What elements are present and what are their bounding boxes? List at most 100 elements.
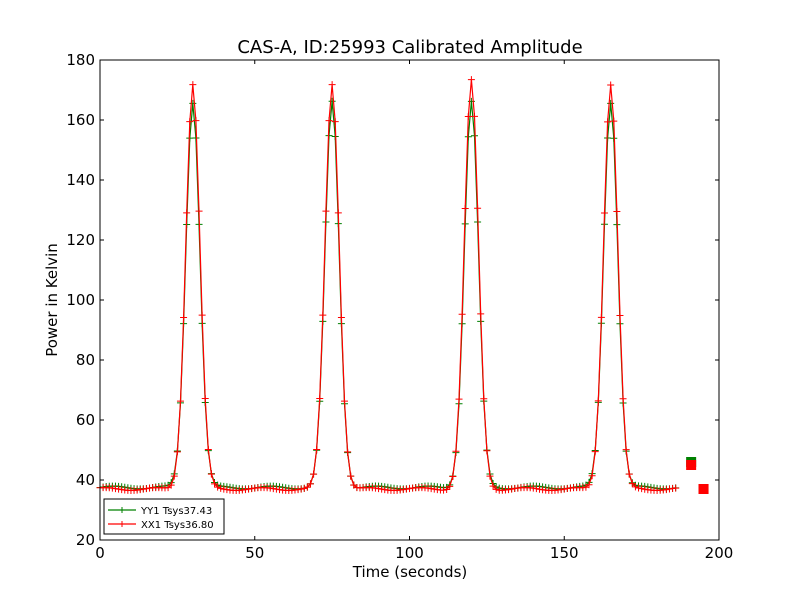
legend-box [103, 498, 225, 535]
data-point-marker [597, 313, 605, 321]
data-point-marker [600, 209, 608, 217]
data-point-marker [625, 470, 633, 478]
legend-marker [119, 521, 125, 527]
data-point-marker [557, 486, 565, 494]
x-tick-label: 150 [550, 544, 579, 562]
tail-marker [698, 484, 709, 494]
data-point-marker [211, 480, 219, 488]
data-point-marker [532, 485, 540, 493]
data-point-marker [631, 483, 639, 491]
data-point-marker [607, 81, 615, 89]
y-tick-label: 40 [76, 471, 95, 489]
data-point-marker [443, 485, 451, 493]
data-point-marker [272, 485, 280, 493]
legend: YY1 Tsys37.43 XX1 Tsys36.80 [103, 498, 225, 535]
x-tick-label: 100 [395, 544, 424, 562]
data-point-marker [535, 485, 543, 493]
axes-frame [99, 59, 720, 541]
data-point-marker [635, 484, 643, 492]
data-point-marker [455, 395, 463, 403]
data-point-marker [588, 472, 596, 480]
data-point-marker [214, 483, 222, 491]
data-point-marker [672, 484, 680, 492]
x-tick-label: 200 [705, 544, 734, 562]
data-point-marker [665, 485, 673, 493]
y-tick-label: 80 [76, 351, 95, 369]
data-point-marker [207, 470, 215, 478]
data-point-marker [334, 209, 342, 217]
data-point-marker [241, 486, 249, 494]
data-point-marker [449, 472, 457, 480]
data-point-marker [508, 485, 516, 493]
data-point-marker [189, 81, 197, 89]
data-point-marker [638, 485, 646, 493]
legend-label: XX1 Tsys36.80 [141, 520, 214, 531]
data-point-marker [399, 486, 407, 494]
data-point-marker [402, 485, 410, 493]
data-point-marker [111, 485, 119, 493]
data-point-marker [477, 310, 485, 318]
data-point-marker [220, 485, 228, 493]
data-point-marker [186, 118, 194, 126]
data-point-marker [492, 485, 500, 493]
data-point-marker [322, 207, 330, 215]
data-point-marker [201, 395, 209, 403]
data-point-marker [176, 397, 184, 405]
data-point-marker [297, 485, 305, 493]
data-point-marker [452, 447, 460, 455]
data-point-marker [378, 485, 386, 493]
data-point-marker [610, 117, 618, 125]
y-tick-label: 100 [66, 291, 95, 309]
data-point-marker [347, 472, 355, 480]
x-tick-label: 0 [95, 544, 105, 562]
data-point-marker [607, 99, 615, 107]
series-xx1 [96, 76, 709, 494]
data-point-marker [613, 208, 621, 216]
data-point-marker [594, 397, 602, 405]
data-point-marker [619, 395, 627, 403]
data-point-marker [319, 311, 327, 319]
data-point-marker [446, 482, 454, 490]
data-point-marker [183, 209, 191, 217]
legend-marker [119, 507, 125, 513]
chart-title: CAS-A, ID:25993 Calibrated Amplitude [237, 37, 582, 58]
tail-marker [686, 460, 697, 470]
data-point-marker [662, 486, 670, 494]
data-point-marker [192, 117, 200, 125]
data-point-marker [341, 397, 349, 405]
data-point-marker [337, 313, 345, 321]
plot-area [96, 76, 709, 494]
data-point-marker [440, 486, 448, 494]
data-point-marker [505, 486, 513, 494]
y-tick-label: 120 [66, 231, 95, 249]
data-point-marker [458, 310, 466, 318]
data-point-marker [486, 472, 494, 480]
data-point-marker [622, 446, 630, 454]
y-axis-label: Power in Kelvin [43, 243, 61, 357]
data-point-marker [461, 205, 469, 213]
y-tick-label: 20 [76, 531, 95, 549]
data-point-marker [180, 313, 188, 321]
x-tick-label: 50 [245, 544, 264, 562]
data-point-marker [217, 484, 225, 492]
series-line [99, 101, 676, 490]
data-point-marker [480, 395, 488, 403]
data-point-marker [269, 485, 277, 493]
data-point-marker [489, 482, 497, 490]
data-point-marker [300, 484, 308, 492]
data-point-marker [430, 485, 438, 493]
y-tick-label: 60 [76, 411, 95, 429]
data-point-marker [560, 485, 568, 493]
data-point-marker [616, 312, 624, 320]
data-point-marker [464, 133, 472, 141]
series-line [99, 79, 676, 492]
data-point-marker [310, 470, 318, 478]
data-point-marker [331, 118, 339, 126]
data-point-marker [470, 112, 478, 120]
data-point-marker [139, 485, 147, 493]
data-point-marker [483, 447, 491, 455]
data-point-marker [316, 395, 324, 403]
data-point-marker [328, 81, 336, 89]
data-point-marker [303, 483, 311, 491]
